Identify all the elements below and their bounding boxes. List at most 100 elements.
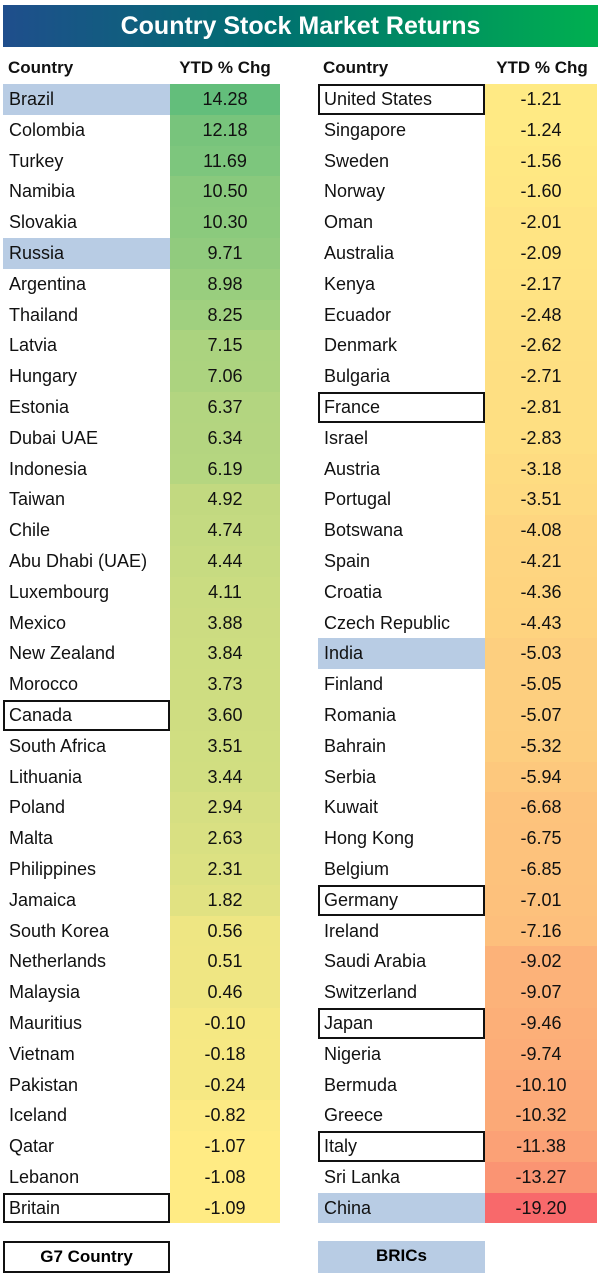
country-name: Norway bbox=[324, 181, 386, 202]
country-name: India bbox=[318, 638, 485, 670]
country-name: Ireland bbox=[324, 920, 380, 941]
table-row: Colombia 12.18 bbox=[3, 114, 280, 146]
table-row: Mauritius -0.10 bbox=[3, 1007, 280, 1039]
ytd-change-value: -9.07 bbox=[485, 977, 597, 1008]
ytd-change-value: 2.63 bbox=[170, 823, 280, 854]
country-name: Spain bbox=[324, 550, 371, 571]
ytd-change-value: -6.85 bbox=[485, 853, 597, 885]
ytd-change-value: 4.92 bbox=[170, 484, 280, 516]
table-row: Qatar -1.07 bbox=[3, 1131, 280, 1162]
country-name: Thailand bbox=[9, 304, 79, 325]
country-name: Japan bbox=[318, 1007, 485, 1039]
table-row: Czech Republic -4.43 bbox=[318, 607, 597, 639]
table-row: Japan -9.46 bbox=[318, 1007, 597, 1039]
ytd-change-value: 0.46 bbox=[170, 977, 280, 1008]
legend-g7: G7 Country bbox=[3, 1241, 170, 1273]
ytd-change-value: -6.75 bbox=[485, 823, 597, 854]
country-name: Morocco bbox=[9, 674, 79, 695]
ytd-change-value: 4.44 bbox=[170, 545, 280, 577]
country-name: Bahrain bbox=[324, 735, 387, 756]
ytd-change-value: -4.21 bbox=[485, 545, 597, 577]
country-name: Botswana bbox=[324, 520, 404, 541]
ytd-change-value: -1.07 bbox=[170, 1131, 280, 1162]
ytd-change-value: 12.18 bbox=[170, 114, 280, 146]
country-name: Abu Dhabi (UAE) bbox=[9, 550, 148, 571]
country-name: South Africa bbox=[9, 735, 107, 756]
table-row: Spain -4.21 bbox=[318, 545, 597, 577]
country-name: Estonia bbox=[9, 396, 70, 417]
ytd-change-value: 1.82 bbox=[170, 884, 280, 916]
country-name: Croatia bbox=[324, 581, 383, 602]
country-name: Italy bbox=[318, 1131, 485, 1162]
table-row: Ireland -7.16 bbox=[318, 915, 597, 947]
table-row: Namibia 10.50 bbox=[3, 176, 280, 208]
ytd-change-value: -3.51 bbox=[485, 484, 597, 516]
table-row: Indonesia 6.19 bbox=[3, 453, 280, 485]
table-row: Kenya -2.17 bbox=[318, 268, 597, 300]
table-row: Botswana -4.08 bbox=[318, 515, 597, 546]
ytd-change-value: -9.74 bbox=[485, 1038, 597, 1070]
ytd-change-value: -1.56 bbox=[485, 145, 597, 177]
ytd-change-value: 6.37 bbox=[170, 391, 280, 423]
ytd-change-value: -1.08 bbox=[170, 1161, 280, 1193]
country-name: France bbox=[318, 391, 485, 423]
country-name: Switzerland bbox=[324, 982, 418, 1003]
country-name: Slovakia bbox=[9, 212, 78, 233]
ytd-change-value: -3.18 bbox=[485, 453, 597, 485]
table-row: Finland -5.05 bbox=[318, 669, 597, 700]
table-row: Ecuador -2.48 bbox=[318, 299, 597, 331]
table-row: Bahrain -5.32 bbox=[318, 730, 597, 762]
table-row: Turkey 11.69 bbox=[3, 145, 280, 177]
ytd-change-value: -5.05 bbox=[485, 669, 597, 700]
table-row: Morocco 3.73 bbox=[3, 669, 280, 700]
ytd-change-value: 8.25 bbox=[170, 299, 280, 331]
ytd-change-value: 11.69 bbox=[170, 145, 280, 177]
ytd-change-value: -2.17 bbox=[485, 268, 597, 300]
country-name: Greece bbox=[324, 1105, 384, 1126]
table-row: Canada 3.60 bbox=[3, 699, 280, 731]
table-row: Mexico 3.88 bbox=[3, 607, 280, 639]
table-row: Germany -7.01 bbox=[318, 884, 597, 916]
country-name: Taiwan bbox=[9, 489, 66, 510]
table-row: Vietnam -0.18 bbox=[3, 1038, 280, 1070]
table-row: Malaysia 0.46 bbox=[3, 977, 280, 1008]
table-row: Thailand 8.25 bbox=[3, 299, 280, 331]
table-row: Australia -2.09 bbox=[318, 237, 597, 269]
country-name: Turkey bbox=[9, 150, 64, 171]
ytd-change-value: -2.81 bbox=[485, 391, 597, 423]
ytd-change-value: 3.51 bbox=[170, 730, 280, 762]
ytd-change-value: -9.02 bbox=[485, 946, 597, 978]
ytd-change-value: -5.94 bbox=[485, 761, 597, 793]
ytd-change-value: 2.94 bbox=[170, 792, 280, 824]
table-row: South Korea 0.56 bbox=[3, 915, 280, 947]
table-row: Italy -11.38 bbox=[318, 1131, 597, 1162]
table-row: Jamaica 1.82 bbox=[3, 884, 280, 916]
country-name: Ecuador bbox=[324, 304, 392, 325]
table-row: Kuwait -6.68 bbox=[318, 792, 597, 824]
country-name: Australia bbox=[324, 242, 395, 263]
ytd-change-value: -13.27 bbox=[485, 1161, 597, 1193]
country-name: Russia bbox=[3, 237, 170, 269]
table-row: Saudi Arabia -9.02 bbox=[318, 946, 597, 978]
ytd-change-value: -5.03 bbox=[485, 638, 597, 670]
header-ytd-right: YTD % Chg bbox=[496, 58, 588, 77]
ytd-change-value: -6.68 bbox=[485, 792, 597, 824]
country-name: Mauritius bbox=[9, 1012, 83, 1033]
country-name: Hong Kong bbox=[324, 828, 415, 849]
table-row: China -19.20 bbox=[318, 1192, 597, 1224]
ytd-change-value: -1.60 bbox=[485, 176, 597, 208]
country-name: Luxembourg bbox=[9, 581, 110, 602]
country-name: Dubai UAE bbox=[9, 427, 99, 448]
country-name: Netherlands bbox=[9, 951, 107, 972]
ytd-change-value: -0.82 bbox=[170, 1100, 280, 1132]
ytd-change-value: -10.32 bbox=[485, 1100, 597, 1132]
country-name: Hungary bbox=[9, 366, 78, 387]
country-name: Indonesia bbox=[9, 458, 88, 479]
table-row: Romania -5.07 bbox=[318, 699, 597, 731]
ytd-change-value: 8.98 bbox=[170, 268, 280, 300]
country-name: Denmark bbox=[324, 335, 398, 356]
country-name: Saudi Arabia bbox=[324, 951, 427, 972]
header-country-right: Country bbox=[323, 58, 389, 77]
left-column: Brazil 14.28 Colombia 12.18 Turkey 11.69 Namib… bbox=[3, 84, 280, 1224]
country-name: Lithuania bbox=[9, 766, 83, 787]
